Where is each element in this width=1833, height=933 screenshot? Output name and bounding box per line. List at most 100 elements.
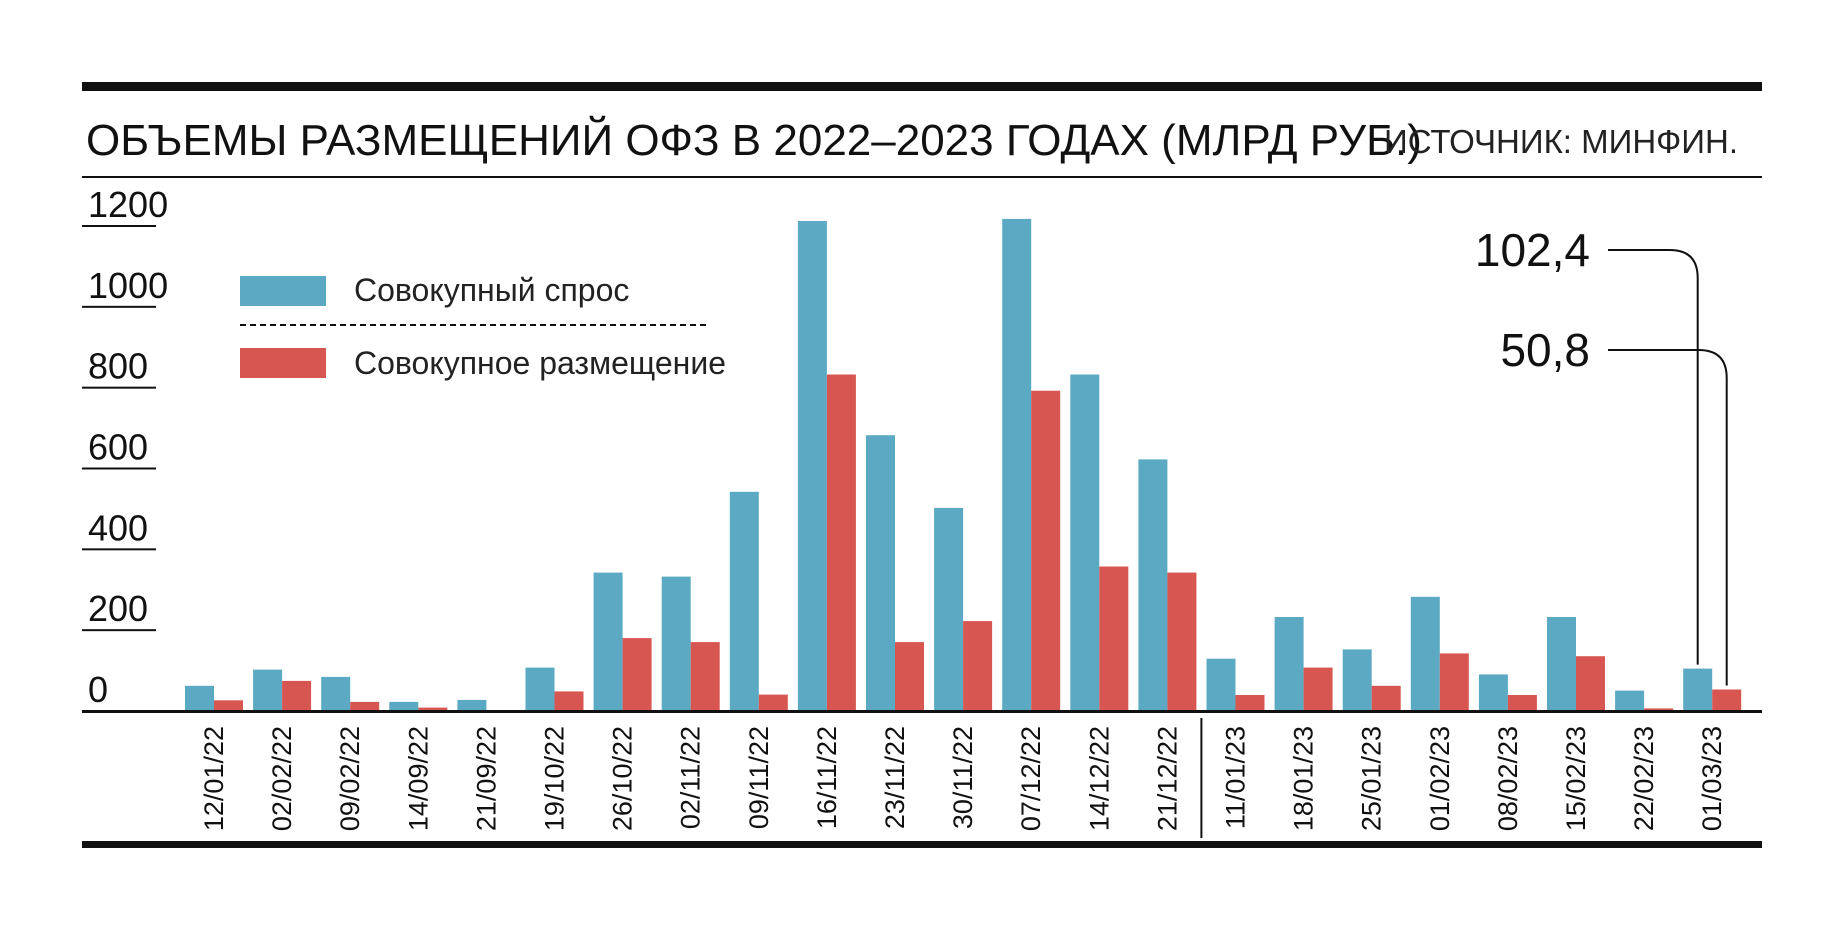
x-tick-label: 23/11/22 xyxy=(880,726,910,829)
y-tick-rule xyxy=(82,548,156,551)
bar-demand xyxy=(525,667,555,710)
bar-placement xyxy=(350,701,380,710)
legend-label-placement: Совокупное размещение xyxy=(354,345,726,381)
x-tick-label: 02/11/22 xyxy=(676,726,706,829)
bar-placement xyxy=(622,638,652,710)
bar-placement xyxy=(1644,708,1674,710)
x-tick-label: 14/12/22 xyxy=(1084,726,1114,831)
x-tick-label: 22/02/23 xyxy=(1629,726,1659,831)
bar-placement xyxy=(1235,695,1265,710)
bar-placement xyxy=(418,707,448,710)
y-tick-rule xyxy=(82,225,156,227)
y-tick-label: 1000 xyxy=(88,265,168,306)
bar-demand xyxy=(1410,596,1440,710)
bar-placement xyxy=(214,700,243,710)
y-tick-rule xyxy=(82,629,156,632)
legend-swatch-placement xyxy=(240,348,326,378)
x-tick-label: 01/02/23 xyxy=(1425,726,1455,831)
x-tick-label: 19/10/22 xyxy=(540,726,570,831)
y-tick-label: 1200 xyxy=(88,184,168,225)
y-tick-label: 200 xyxy=(88,588,148,629)
bar-demand xyxy=(389,701,419,710)
callout-leader-line xyxy=(1608,249,1699,665)
bar-placement xyxy=(1099,566,1129,710)
y-tick-label: 800 xyxy=(88,346,148,387)
source-note: ИСТОЧНИК: МИНФИН. xyxy=(1384,123,1738,160)
bar-demand xyxy=(1615,690,1645,710)
bar-demand xyxy=(934,507,964,710)
callouts: 102,4 50,8 xyxy=(1475,224,1728,686)
bar-demand xyxy=(321,676,351,710)
bar-demand xyxy=(797,221,827,710)
bar-placement xyxy=(1167,572,1197,710)
bar-placement xyxy=(1712,689,1742,710)
x-tick-label: 08/02/23 xyxy=(1493,726,1523,831)
legend-label-demand: Совокупный спрос xyxy=(354,272,629,308)
x-tick-label: 26/10/22 xyxy=(608,726,638,831)
x-tick-label: 12/01/22 xyxy=(199,726,229,831)
y-axis: 1200 1000 800 600 400 200 0 xyxy=(82,184,168,710)
x-tick-label: 30/11/22 xyxy=(948,726,978,829)
bar-demand xyxy=(1206,658,1236,710)
x-tick-label: 02/02/22 xyxy=(267,726,297,831)
bar-placement xyxy=(1576,656,1605,710)
x-tick-label: 16/11/22 xyxy=(812,726,842,829)
bar-demand xyxy=(1274,617,1304,710)
x-tick-label: 09/02/22 xyxy=(335,726,365,831)
bar-demand xyxy=(1547,617,1576,710)
bar-demand xyxy=(661,576,691,710)
bar-placement xyxy=(826,374,856,710)
x-tick-label: 21/09/22 xyxy=(471,726,501,831)
y-tick-rule xyxy=(82,467,156,470)
x-tick-label: 07/12/22 xyxy=(1016,726,1046,831)
bar-placement xyxy=(758,694,788,710)
x-tick-label: 01/03/23 xyxy=(1697,726,1727,831)
chart-title: ОБЪЕМЫ РАЗМЕЩЕНИЙ ОФЗ В 2022–2023 ГОДАХ … xyxy=(86,114,1422,165)
bar-placement xyxy=(1303,667,1333,710)
bar-demand xyxy=(457,699,487,710)
y-tick-label: 400 xyxy=(88,507,148,548)
x-tick-label: 18/01/23 xyxy=(1289,726,1319,831)
bar-placement xyxy=(1507,695,1537,710)
bar-placement xyxy=(554,691,584,710)
x-tick-label: 15/02/23 xyxy=(1561,726,1591,831)
x-tick-label: 11/01/23 xyxy=(1221,726,1251,829)
x-axis-labels: 12/01/22 02/02/22 09/02/22 14/09/22 21/09/22… xyxy=(199,726,1727,831)
legend: Совокупный спрос Совокупное размещение xyxy=(240,272,726,381)
bar-placement xyxy=(282,680,312,710)
bar-demand xyxy=(253,669,283,710)
bar-demand xyxy=(1070,374,1100,710)
bar-placement xyxy=(690,642,720,710)
x-tick-label: 25/01/23 xyxy=(1357,726,1387,831)
bar-placement xyxy=(895,642,924,710)
bottom-thick-rule xyxy=(82,841,1762,848)
title-divider xyxy=(82,176,1762,178)
x-axis-baseline xyxy=(82,710,1762,713)
bar-demand xyxy=(593,572,623,710)
x-tick-label: 14/09/22 xyxy=(403,726,433,831)
x-tick-label: 21/12/22 xyxy=(1152,726,1182,831)
y-tick-rule xyxy=(82,386,156,389)
bar-demand xyxy=(1138,459,1168,710)
bar-demand xyxy=(1478,674,1508,710)
bar-demand xyxy=(729,491,759,711)
bar-demand xyxy=(866,435,895,710)
bar-placement xyxy=(1439,653,1469,710)
x-tick-label: 09/11/22 xyxy=(744,726,774,829)
y-tick-label: 0 xyxy=(88,669,108,710)
callout-leader-line xyxy=(1608,349,1728,686)
callout-label: 102,4 xyxy=(1475,224,1590,276)
bar-demand xyxy=(1002,218,1032,710)
bar-demand xyxy=(185,685,214,711)
y-tick-label: 600 xyxy=(88,427,148,468)
y-tick-rule xyxy=(82,305,156,308)
bar-placement xyxy=(963,621,993,710)
bar-demand xyxy=(1342,649,1372,710)
bar-placement xyxy=(1031,390,1061,710)
bar-placement xyxy=(1371,685,1401,711)
bars xyxy=(185,218,1742,711)
top-thick-rule xyxy=(82,82,1762,91)
callout-label: 50,8 xyxy=(1500,324,1590,376)
legend-swatch-demand xyxy=(240,276,326,306)
